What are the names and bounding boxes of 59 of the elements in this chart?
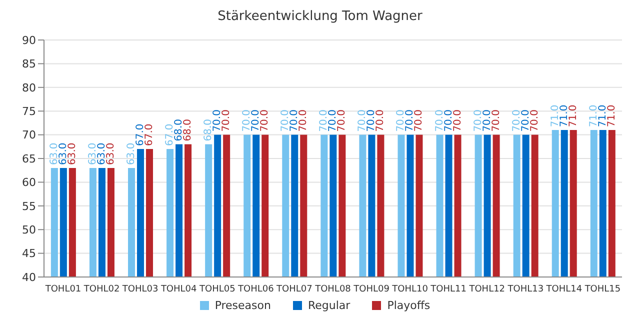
y-tick-label: 60 xyxy=(22,176,36,190)
x-tick-label: TOHL04 xyxy=(160,284,198,294)
y-tick-label: 45 xyxy=(22,247,36,260)
data-label: 63.0 xyxy=(58,142,69,165)
data-label: 70.0 xyxy=(443,110,454,132)
x-tick-label: TOHL06 xyxy=(237,284,274,294)
y-tick-label: 70 xyxy=(22,128,36,142)
x-tick-label: TOHL12 xyxy=(468,284,506,294)
x-tick-label: TOHL15 xyxy=(584,284,621,294)
data-label: 70.0 xyxy=(298,110,310,132)
x-tick-label: TOHL14 xyxy=(545,284,582,294)
data-label: 71.0 xyxy=(558,104,570,128)
data-label: 70.0 xyxy=(221,110,232,132)
x-tick-label: TOHL09 xyxy=(352,284,390,294)
x-tick-label: TOHL01 xyxy=(44,284,82,294)
y-tick-label: 40 xyxy=(22,270,36,284)
data-label: 70.0 xyxy=(375,110,386,132)
x-tick-label: TOHL08 xyxy=(314,284,352,294)
y-tick-label: 85 xyxy=(22,58,36,71)
data-label: 71.0 xyxy=(550,104,561,128)
data-label: 71.0 xyxy=(568,104,579,128)
data-label: 63.0 xyxy=(66,142,78,165)
x-tick-label: TOHL05 xyxy=(198,284,236,294)
data-label: 70.0 xyxy=(482,110,493,132)
data-label: 70.0 xyxy=(472,110,484,132)
y-tick-label: 90 xyxy=(22,34,36,47)
data-label: 70.0 xyxy=(520,110,532,132)
x-tick-label: TOHL02 xyxy=(82,284,120,294)
x-tick-label: TOHL10 xyxy=(391,284,428,294)
x-tick-label: TOHL03 xyxy=(121,284,158,294)
data-label: 71.0 xyxy=(606,104,618,128)
data-label: 71.0 xyxy=(597,104,608,128)
y-tick-label: 75 xyxy=(22,105,36,118)
y-tick-label: 50 xyxy=(22,224,36,237)
data-label: 70.0 xyxy=(529,110,540,132)
legend-label: Playoffs xyxy=(387,299,430,312)
data-label: 70.0 xyxy=(511,110,522,132)
data-label: 70.0 xyxy=(434,110,446,132)
data-label: 68.0 xyxy=(182,119,194,142)
data-label: 70.0 xyxy=(414,110,425,132)
data-label: 70.0 xyxy=(452,110,464,132)
data-label: 63.0 xyxy=(87,142,98,165)
y-tick-label: 80 xyxy=(22,81,36,94)
x-tick-label: TOHL11 xyxy=(430,284,467,294)
y-tick-label: 65 xyxy=(22,152,36,166)
x-tick-label: TOHL07 xyxy=(276,284,312,294)
data-label: 67.0 xyxy=(144,124,156,146)
data-label: 71.0 xyxy=(588,104,600,128)
chart-title: Stärkeentwicklung Tom Wagner xyxy=(216,8,424,26)
data-label: 70.0 xyxy=(490,110,502,132)
data-label: 70.0 xyxy=(336,110,348,132)
y-tick-label: 55 xyxy=(22,200,36,213)
data-label: 63.0 xyxy=(48,142,60,165)
data-label: 63.0 xyxy=(96,142,108,165)
data-label: 63.0 xyxy=(105,142,116,165)
legend-label: Regular xyxy=(308,299,350,312)
data-label: 70.0 xyxy=(260,110,271,132)
legend-label: Preseason xyxy=(214,299,271,312)
x-tick-label: TOHL13 xyxy=(506,284,544,294)
